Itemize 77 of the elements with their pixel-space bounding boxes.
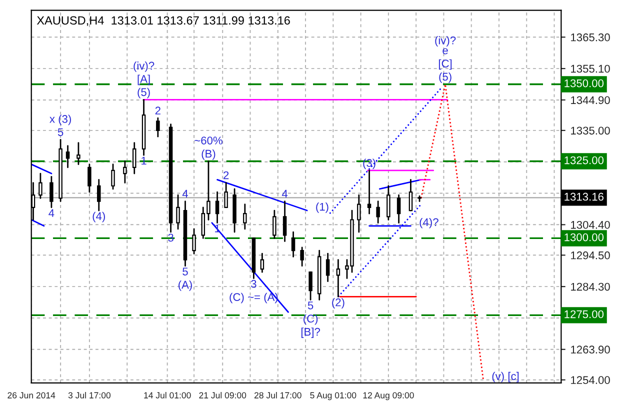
annotation: 4: [182, 190, 188, 198]
candlestick: [308, 271, 312, 301]
candlestick: [66, 145, 70, 168]
annotation: (5): [439, 72, 452, 83]
annotation: [B]?: [301, 328, 320, 338]
annotation: (A): [178, 280, 192, 291]
annotation: ~60%: [194, 136, 222, 144]
ref-line-label: 1300.00: [564, 233, 604, 242]
chart-title: XAUUSD,H4 1313.01 1313.67 1311.99 1313.16: [36, 16, 290, 26]
candlestick: [224, 182, 228, 208]
y-tick-label: 1263.90: [571, 346, 610, 354]
y-tick-label: 1254.00: [571, 376, 610, 384]
candlestick: [176, 194, 180, 230]
annotation: (B): [202, 149, 216, 160]
annotation: 5: [182, 268, 188, 276]
y-tick-label: 1335.00: [571, 126, 610, 135]
candlestick: [88, 164, 92, 193]
candlestick: [50, 176, 54, 208]
x-tick-label: 26 Jun 2014: [8, 392, 56, 398]
x-tick-label: 28 Jul 17:00: [254, 392, 302, 398]
annotation: (1): [316, 202, 328, 213]
candlestick: [367, 170, 372, 214]
annotation: 4: [282, 190, 288, 198]
annotation: (v) [c]: [492, 372, 519, 382]
annotation: 4: [48, 209, 54, 217]
candlestick: [336, 259, 340, 298]
candlestick: [300, 246, 304, 267]
candlestick: [260, 252, 264, 273]
candlestick: [357, 194, 361, 233]
y-tick-label: 1284.30: [571, 282, 610, 291]
y-tick-label: 1304.40: [571, 220, 610, 229]
candlestick: [76, 142, 80, 166]
candlestick: [215, 191, 220, 224]
x-tick-label: 21 Jul 09:00: [199, 392, 246, 398]
candlestick: [192, 228, 196, 254]
annotation: (C): [304, 314, 318, 325]
annotation: [A]: [138, 74, 150, 86]
candlestick: [156, 117, 160, 138]
ref-line-label: 1275.00: [564, 310, 604, 318]
annotation: 2: [155, 106, 160, 114]
x-tick-label: 3 Jul 17:00: [68, 392, 111, 398]
annotation: (4)?: [420, 218, 438, 228]
candlestick: [97, 179, 101, 212]
annotation: 5: [58, 128, 64, 136]
candlestick: [396, 194, 401, 224]
x-tick-label: 14 Jul 01:00: [144, 392, 191, 398]
candlestick: [386, 185, 390, 220]
annotation: (iv)? e: [435, 36, 456, 54]
annotation: x (3): [50, 114, 71, 126]
y-tick-label: 1355.10: [571, 64, 610, 73]
annotation: 2: [224, 171, 229, 180]
y-tick-label: 1344.90: [571, 96, 610, 104]
candlestick: [38, 172, 42, 199]
annotation: [C]: [438, 59, 452, 70]
candlestick: [282, 200, 287, 242]
candlestick: [291, 231, 296, 258]
ref-line-label: 1313.16: [564, 192, 604, 201]
candlestick: [376, 200, 380, 224]
candlestick: [272, 210, 276, 239]
annotation: (4): [92, 212, 105, 222]
ref-line-label: 1325.00: [564, 156, 604, 164]
annotation: (iv)?: [134, 62, 154, 72]
candlestick: [123, 160, 127, 184]
annotation: (5): [138, 88, 150, 98]
x-tick-label: 12 Aug 09:00: [363, 392, 414, 400]
annotation: 5: [308, 302, 314, 310]
candlestick: [326, 252, 330, 282]
ref-line-label: 1350.00: [564, 79, 604, 88]
candlestick: [132, 142, 136, 174]
x-tick-label: 5 Aug 01:00: [310, 392, 356, 400]
candlestick: [243, 204, 247, 230]
annotation: (2): [332, 298, 344, 308]
y-tick-label: 1294.50: [571, 251, 610, 260]
annotation: 3: [251, 280, 256, 288]
candlestick: [408, 179, 413, 212]
y-tick-label: 1365.30: [571, 33, 610, 42]
candlestick: [111, 164, 115, 190]
